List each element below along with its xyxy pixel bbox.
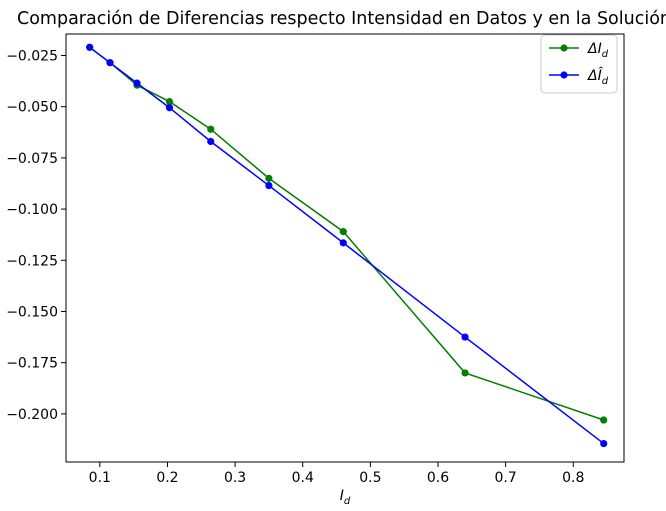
y-tick-label: −0.150 bbox=[6, 304, 58, 320]
x-tick-label: 0.3 bbox=[224, 470, 246, 486]
data-point bbox=[265, 181, 273, 190]
legend-marker bbox=[560, 71, 568, 79]
x-tick-label: 0.6 bbox=[427, 470, 449, 486]
y-tick-label: −0.050 bbox=[6, 100, 58, 116]
data-point bbox=[165, 104, 174, 112]
y-tick-label: −0.075 bbox=[6, 151, 58, 167]
legend-item: ΔÎd bbox=[549, 66, 609, 87]
legend-label: ΔId bbox=[587, 41, 609, 60]
data-point bbox=[86, 43, 94, 51]
legend-marker bbox=[560, 44, 568, 52]
data-point bbox=[133, 79, 141, 87]
x-tick-label: 0.1 bbox=[89, 470, 111, 486]
data-point bbox=[600, 439, 608, 448]
data-point bbox=[600, 416, 608, 424]
x-axis: 0.1 0.2 0.3 0.4 0.5 0.6 0.7 0.8 bbox=[89, 462, 584, 486]
x-axis-label: Id bbox=[340, 488, 351, 507]
x-tick-label: 0.2 bbox=[156, 470, 178, 486]
legend: ΔId ΔÎd bbox=[540, 34, 618, 94]
x-tick-label: 0.7 bbox=[495, 470, 517, 486]
plot-area bbox=[65, 33, 625, 463]
y-tick-label: −0.175 bbox=[6, 356, 58, 372]
series-layer bbox=[86, 43, 608, 448]
series-2 bbox=[86, 43, 608, 448]
data-point bbox=[207, 137, 215, 146]
legend-frame bbox=[540, 34, 618, 94]
x-tick-label: 0.8 bbox=[562, 470, 584, 486]
y-axis: −0.025 −0.050 −0.075 −0.100 −0.125 −0.150 −0.1… bbox=[6, 49, 66, 423]
data-point bbox=[207, 125, 215, 133]
y-tick-label: −0.125 bbox=[6, 253, 58, 269]
data-point bbox=[265, 174, 273, 182]
data-point bbox=[461, 333, 469, 341]
y-tick-label: −0.100 bbox=[6, 202, 58, 218]
data-point bbox=[339, 239, 347, 247]
data-point bbox=[106, 59, 114, 67]
legend-label: ΔÎd bbox=[587, 66, 609, 87]
y-tick-label: −0.025 bbox=[6, 49, 58, 65]
x-tick-label: 0.4 bbox=[292, 470, 314, 486]
chart-title: Comparación de Diferencias respecto Inte… bbox=[17, 9, 666, 29]
data-point bbox=[165, 97, 174, 106]
data-point bbox=[461, 369, 469, 377]
x-tick-label: 0.5 bbox=[359, 470, 381, 486]
plot-frame bbox=[65, 33, 625, 463]
y-tick-label: −0.200 bbox=[6, 407, 58, 423]
legend-item: ΔId bbox=[549, 41, 609, 60]
data-point bbox=[339, 228, 347, 236]
